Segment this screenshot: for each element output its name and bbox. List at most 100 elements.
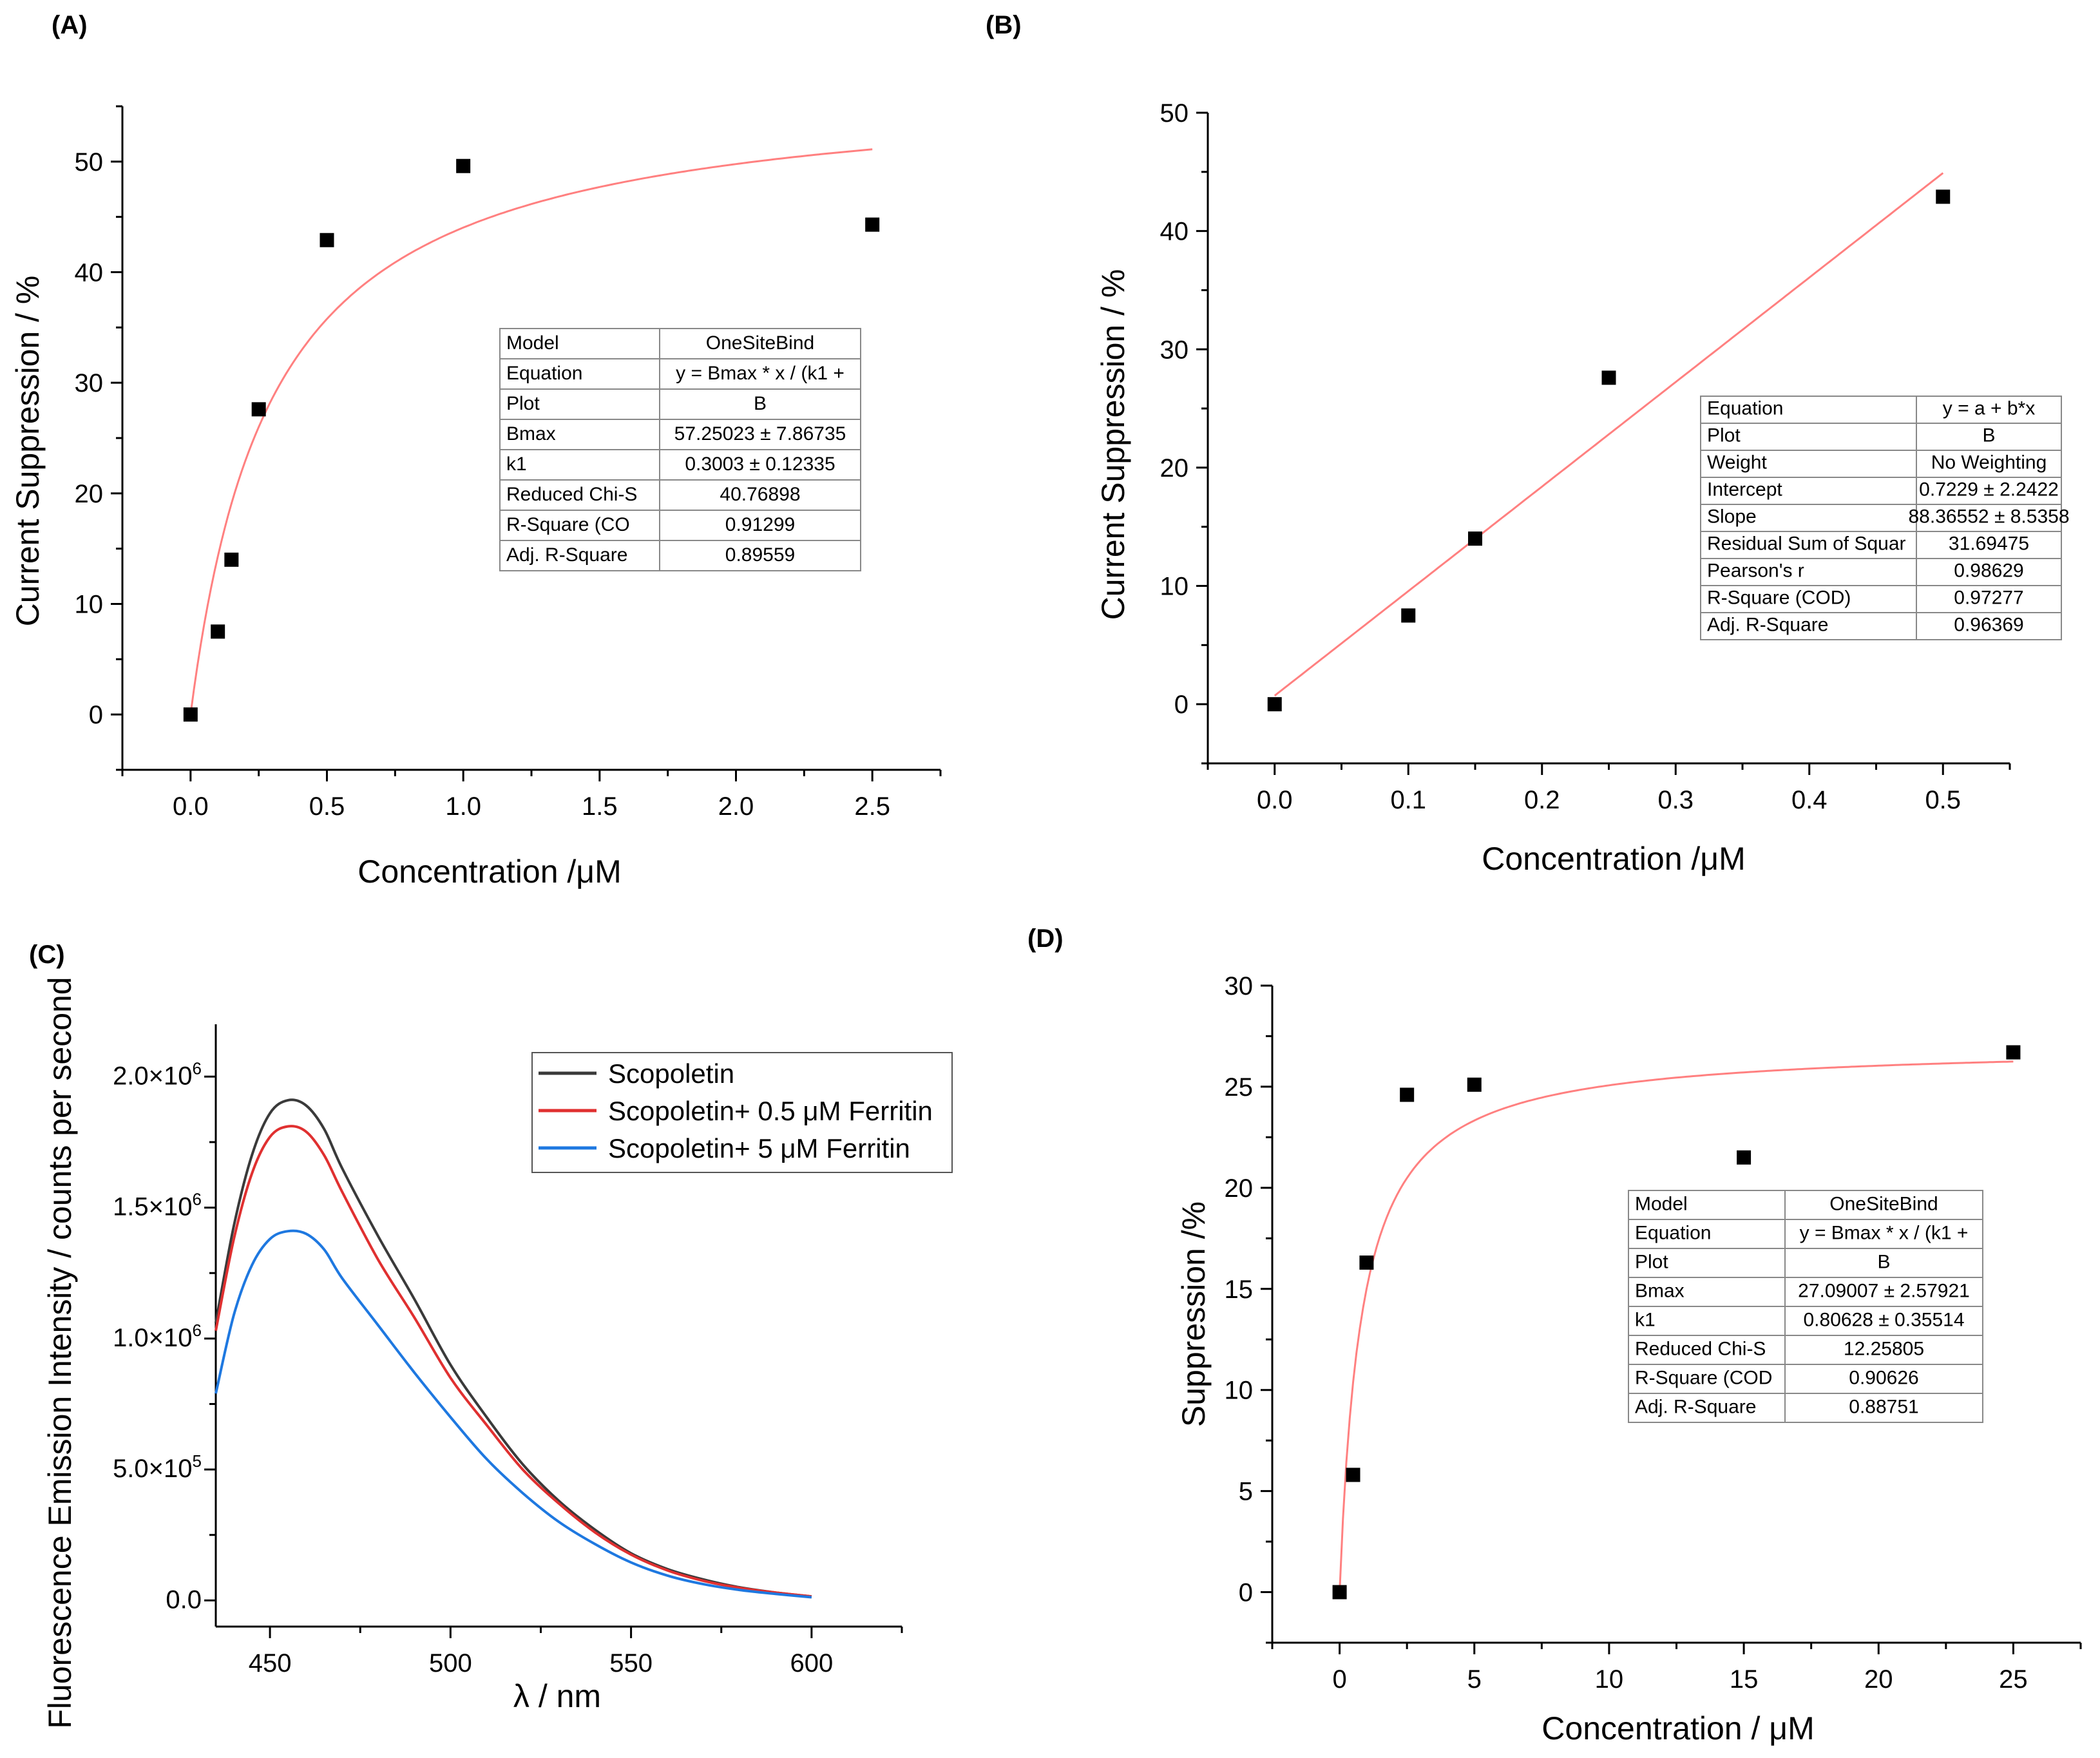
data-point (1332, 1585, 1347, 1600)
y-tick-mantissa: 1.0×10 (113, 1324, 192, 1352)
fit-curve (1274, 172, 1944, 697)
x-tick-label: 2.0 (718, 792, 754, 821)
x-axis-label: Concentration /μM (358, 854, 622, 890)
table-cell-value: y = a + b*x (1943, 398, 2035, 419)
table-cell-name: R-Square (COD) (1707, 588, 1851, 609)
table-cell-name: Equation (506, 363, 582, 384)
data-point (1401, 608, 1416, 623)
data-point (1359, 1255, 1374, 1270)
x-tick-label: 0.5 (309, 792, 345, 821)
table-border (1700, 396, 2062, 640)
data-point (224, 552, 239, 567)
x-tick-label: 1.0 (445, 792, 481, 821)
fit-stats-table: Equation y = a + b*x Plot B Weight No Weighti… (1700, 396, 2070, 640)
data-point (1267, 697, 1282, 712)
table-cell-value: 88.36552 ± 8.5358 (1908, 506, 2069, 528)
table-cell-value: OneSiteBind (1829, 1194, 1938, 1215)
y-tick-label: 10 (1225, 1377, 1254, 1405)
y-tick-label: 5 (1239, 1478, 1253, 1506)
legend-entry: Scopoletin+ 0.5 μM Ferritin (608, 1096, 933, 1126)
y-tick-label: 25 (1225, 1073, 1254, 1102)
x-axis-label: λ / nm (513, 1678, 601, 1714)
table-cell-name: Model (506, 332, 559, 354)
data-point (1936, 189, 1951, 204)
data-point (1400, 1087, 1415, 1102)
legend-box (531, 1052, 953, 1173)
y-tick-label: 0 (89, 701, 103, 729)
table-cell-value: 27.09007 ± 2.57921 (1798, 1281, 1970, 1302)
x-tick-label: 550 (609, 1649, 653, 1677)
panel-label: (A) (52, 11, 88, 39)
x-tick-label: 0 (1332, 1665, 1346, 1694)
data-point (1467, 1077, 1482, 1092)
legend-entry: Scopoletin+ 5 μM Ferritin (608, 1133, 910, 1163)
y-tick-mantissa: 5.0×10 (113, 1455, 192, 1483)
panel-label: (C) (29, 941, 65, 969)
y-tick-exponent: 6 (193, 1058, 202, 1078)
table-cell-name: k1 (506, 454, 527, 475)
data-point (251, 402, 266, 417)
table-cell-name: R-Square (COD (1635, 1368, 1772, 1389)
x-tick-label: 0.3 (1657, 786, 1694, 814)
y-tick-label: 1.5×106 (113, 1190, 202, 1221)
table-cell-value: 0.96369 (1954, 615, 2023, 636)
y-tick-label: 2.0×106 (113, 1058, 202, 1090)
x-tick-label: 600 (790, 1649, 833, 1677)
y-tick-label: 1.0×106 (113, 1321, 202, 1352)
legend-entry: Scopoletin (608, 1058, 734, 1089)
table-cell-value: 0.98629 (1954, 560, 2023, 582)
table-cell-name: Adj. R-Square (1707, 615, 1828, 636)
x-tick-label: 0.5 (1925, 786, 1961, 814)
x-tick-label: 0.2 (1524, 786, 1560, 814)
y-tick-label: 40 (75, 259, 104, 287)
table-cell-value: y = Bmax * x / (k1 + (1800, 1223, 1969, 1244)
data-point (1468, 531, 1482, 546)
y-tick-label: 0.0 (166, 1585, 202, 1614)
table-cell-name: Slope (1707, 506, 1757, 528)
table-cell-value: 0.3003 ± 0.12335 (685, 454, 835, 475)
data-point (320, 233, 334, 247)
y-axis-label: Fluorescence Emission Intensity / counts… (42, 977, 78, 1728)
y-tick-label: 30 (1225, 972, 1254, 1000)
x-tick-label: 0.1 (1390, 786, 1426, 814)
y-tick-label: 30 (75, 369, 104, 397)
table-cell-name: Pearson's r (1707, 560, 1804, 582)
data-point (1737, 1150, 1752, 1165)
y-tick-label: 20 (1160, 454, 1189, 482)
x-tick-label: 0.0 (1257, 786, 1293, 814)
panel-label: (B) (986, 11, 1022, 39)
table-cell-name: Reduced Chi-S (1635, 1339, 1766, 1360)
x-tick-label: 20 (1864, 1665, 1893, 1694)
table-cell-value: 0.97277 (1954, 588, 2023, 609)
x-axis-label: Concentration / μM (1542, 1710, 1814, 1746)
series-line-1 (215, 1125, 812, 1598)
table-cell-value: 57.25023 ± 7.86735 (674, 423, 846, 444)
table-cell-value: OneSiteBind (706, 332, 814, 354)
data-point (211, 624, 225, 639)
table-cell-value: 0.80628 ± 0.35514 (1803, 1310, 1964, 1331)
table-cell-name: Bmax (506, 423, 556, 444)
table-cell-name: Equation (1635, 1223, 1711, 1244)
table-cell-value: y = Bmax * x / (k1 + (676, 363, 845, 384)
table-cell-name: Adj. R-Square (1635, 1397, 1756, 1418)
table-cell-name: Intercept (1707, 479, 1782, 501)
y-tick-label: 0 (1174, 691, 1188, 719)
y-axis-label: Suppression /% (1176, 1201, 1212, 1427)
table-cell-name: Model (1635, 1194, 1688, 1215)
legend: Scopoletin Scopoletin+ 0.5 μM Ferritin Sco… (531, 1052, 953, 1173)
table-cell-name: Equation (1707, 398, 1783, 419)
fit-curve (1339, 1060, 2014, 1592)
y-tick-exponent: 5 (193, 1451, 202, 1471)
table-cell-name: k1 (1635, 1310, 1656, 1331)
y-tick-label: 20 (75, 480, 104, 508)
y-tick-label: 30 (1160, 336, 1189, 364)
table-cell-name: Plot (1635, 1252, 1668, 1273)
table-cell-name: Reduced Chi-S (506, 484, 637, 505)
fit-stats-table: Model OneSiteBind Equation y = Bmax * x / (… (1628, 1190, 1983, 1423)
series-line-0 (215, 1098, 812, 1598)
x-tick-label: 1.5 (582, 792, 618, 821)
table-cell-value: 40.76898 (720, 484, 800, 505)
data-point (1601, 370, 1616, 385)
y-tick-mantissa: 2.0×10 (113, 1062, 192, 1090)
